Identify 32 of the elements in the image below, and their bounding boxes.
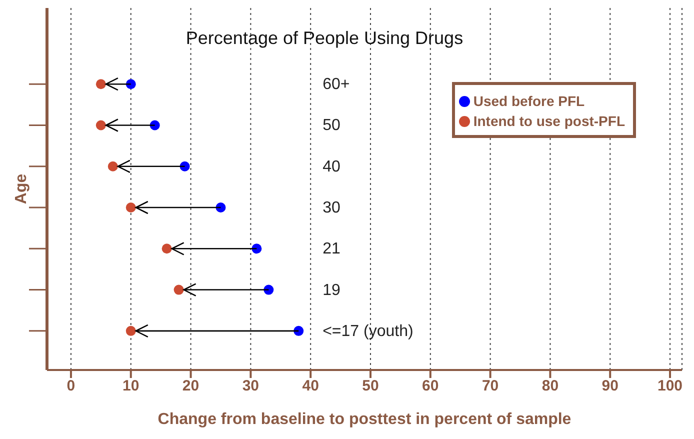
y-tick-label: 60+ <box>322 76 350 94</box>
x-tick-label: 100 <box>658 378 683 395</box>
y-tick-label: 19 <box>322 282 340 299</box>
point <box>108 161 118 172</box>
x-tick-label: 30 <box>242 378 260 395</box>
x-tick-label: 40 <box>302 378 319 395</box>
point <box>294 326 304 336</box>
point <box>126 202 136 213</box>
x-tick-label: 20 <box>182 378 200 395</box>
point <box>162 244 172 254</box>
x-tick-label: 50 <box>362 378 379 395</box>
y-axis-title: Age <box>13 174 30 204</box>
x-tick-label: 10 <box>122 378 140 395</box>
point <box>174 284 184 295</box>
legend-label: Intend to use post-PFL <box>473 112 625 131</box>
y-tick-label: 21 <box>322 240 340 258</box>
y-tick-label: 50 <box>322 117 340 134</box>
point <box>96 120 106 130</box>
y-tick-label: 30 <box>322 200 340 217</box>
point <box>216 202 226 213</box>
chart-title: Percentage of People Using Drugs <box>186 28 464 48</box>
point <box>126 326 136 336</box>
point <box>96 79 106 90</box>
y-tick-label: 40 <box>322 158 340 176</box>
x-tick-label: 60 <box>422 378 439 395</box>
y-tick-label: <=17 (youth) <box>322 322 414 340</box>
x-tick-label: 70 <box>482 378 499 395</box>
x-tick-label: 80 <box>542 378 559 395</box>
x-tick-label: 90 <box>602 378 618 395</box>
x-tick-label: 0 <box>66 378 76 395</box>
legend-label: Used before PFL <box>473 92 585 111</box>
x-axis-title: Change from baseline to posttest in percent of sample <box>158 411 572 428</box>
